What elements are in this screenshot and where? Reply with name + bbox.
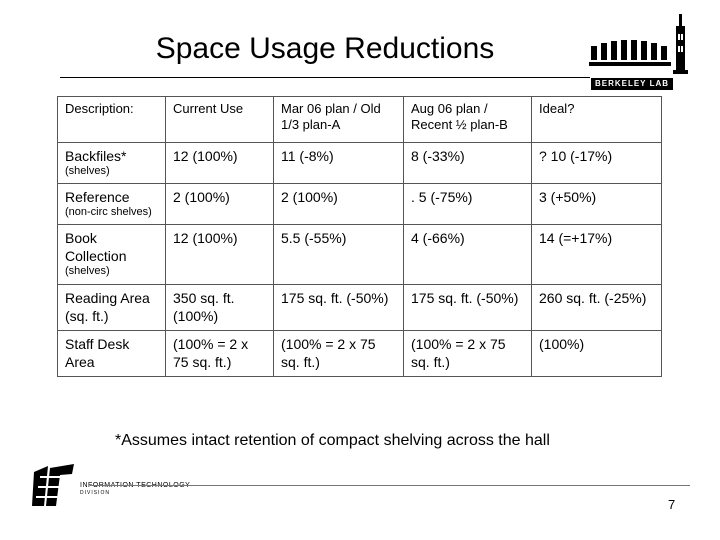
it-division-subtext: DIVISION	[80, 490, 110, 496]
table-cell: 2 (100%)	[165, 183, 274, 225]
row-label-text: Book Collection	[65, 230, 127, 264]
footer-rule	[90, 485, 690, 486]
row-label: Reference (non-circ shelves)	[57, 183, 166, 225]
berkeley-lab-wordmark: BERKELEY LAB	[591, 78, 673, 90]
page-number: 7	[668, 497, 676, 512]
table-row: Book Collection (shelves) 12 (100%) 5.5 (…	[57, 224, 662, 285]
row-label-sub: (shelves)	[65, 265, 110, 277]
table-cell: (100% = 2 x 75 sq. ft.)	[273, 330, 404, 377]
header-current-use: Current Use	[165, 96, 274, 143]
header-description: Description:	[57, 96, 166, 143]
table-cell: 350 sq. ft. (100%)	[165, 284, 274, 331]
row-label-sub: (non-circ shelves)	[65, 206, 152, 218]
row-label-text: Reference	[65, 189, 130, 205]
header-ideal: Ideal?	[531, 96, 662, 143]
row-label-sub: (shelves)	[65, 165, 110, 177]
table-cell: 175 sq. ft. (-50%)	[403, 284, 532, 331]
table-row: Backfiles* (shelves) 12 (100%) 11 (-8%) 8…	[57, 142, 662, 184]
it-division-icon	[32, 464, 74, 506]
table-cell: 2 (100%)	[273, 183, 404, 225]
table-header-row: Description: Current Use Mar 06 plan / O…	[57, 96, 662, 143]
table-cell: 3 (+50%)	[531, 183, 662, 225]
space-usage-table: Description: Current Use Mar 06 plan / O…	[57, 96, 662, 377]
table-row: Staff Desk Area (100% = 2 x 75 sq. ft.) …	[57, 330, 662, 377]
berkeley-lab-dome-icon	[589, 14, 688, 74]
table-cell: 14 (=+17%)	[531, 224, 662, 285]
row-label: Staff Desk Area	[57, 330, 166, 377]
header-plan-a: Mar 06 plan / Old 1/3 plan-A	[273, 96, 404, 143]
header-plan-b: Aug 06 plan / Recent ½ plan-B	[403, 96, 532, 143]
table-cell: 5.5 (-55%)	[273, 224, 404, 285]
row-label-text: Backfiles*	[65, 148, 127, 164]
table-cell: (100% = 2 x 75 sq. ft.)	[165, 330, 274, 377]
row-label: Book Collection (shelves)	[57, 224, 166, 285]
berkeley-lab-logo: BERKELEY LAB	[585, 10, 697, 92]
row-label: Reading Area (sq. ft.)	[57, 284, 166, 331]
table-cell: 4 (-66%)	[403, 224, 532, 285]
table-row: Reference (non-circ shelves) 2 (100%) 2 (…	[57, 183, 662, 225]
table-cell: 260 sq. ft. (-25%)	[531, 284, 662, 331]
table-cell: ? 10 (-17%)	[531, 142, 662, 184]
table-cell: . 5 (-75%)	[403, 183, 532, 225]
table-cell: 11 (-8%)	[273, 142, 404, 184]
title-underline	[60, 77, 590, 78]
table-cell: 12 (100%)	[165, 142, 274, 184]
table-cell: (100%)	[531, 330, 662, 377]
row-label: Backfiles* (shelves)	[57, 142, 166, 184]
table-cell: (100% = 2 x 75 sq. ft.)	[403, 330, 532, 377]
it-division-logo: INFORMATION TECHNOLOGY DIVISION	[30, 462, 220, 510]
slide-title: Space Usage Reductions	[155, 32, 495, 65]
table-row: Reading Area (sq. ft.) 350 sq. ft. (100%…	[57, 284, 662, 331]
table-cell: 175 sq. ft. (-50%)	[273, 284, 404, 331]
table-cell: 8 (-33%)	[403, 142, 532, 184]
footnote: *Assumes intact retention of compact she…	[115, 432, 550, 449]
table-cell: 12 (100%)	[165, 224, 274, 285]
